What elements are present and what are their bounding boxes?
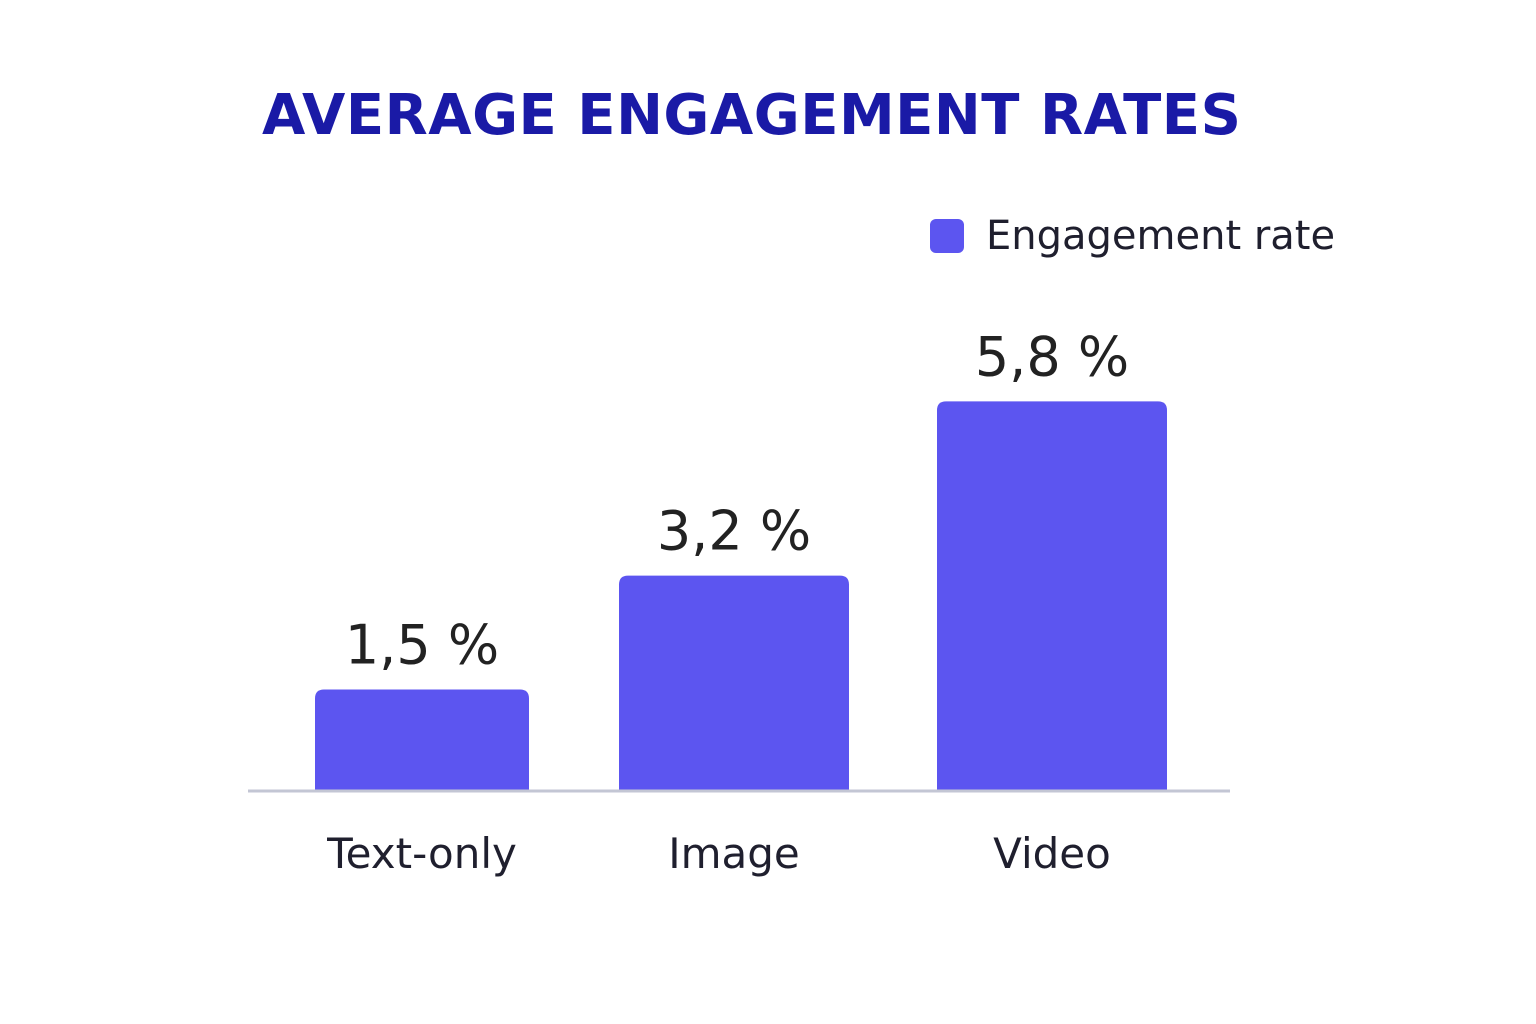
category-label: Video [993, 829, 1111, 878]
category-labels-group: Text-only Image Video [326, 829, 1111, 878]
bar-video [937, 401, 1167, 790]
category-label: Image [668, 829, 800, 878]
value-label: 5,8 % [975, 325, 1129, 388]
value-labels-group: 1,5 % 3,2 % 5,8 % [345, 325, 1129, 676]
legend: Engagement rate [930, 206, 1335, 266]
category-label: Text-only [326, 829, 517, 878]
bar-text-only [315, 689, 529, 790]
chart-title: AVERAGE ENGAGEMENT RATES [262, 83, 1242, 148]
value-label: 3,2 % [657, 500, 811, 563]
bar-image [619, 575, 849, 790]
legend-label: Engagement rate [986, 213, 1336, 259]
legend-swatch [930, 219, 964, 253]
bars-group [315, 401, 1167, 790]
value-label: 1,5 % [345, 614, 499, 677]
